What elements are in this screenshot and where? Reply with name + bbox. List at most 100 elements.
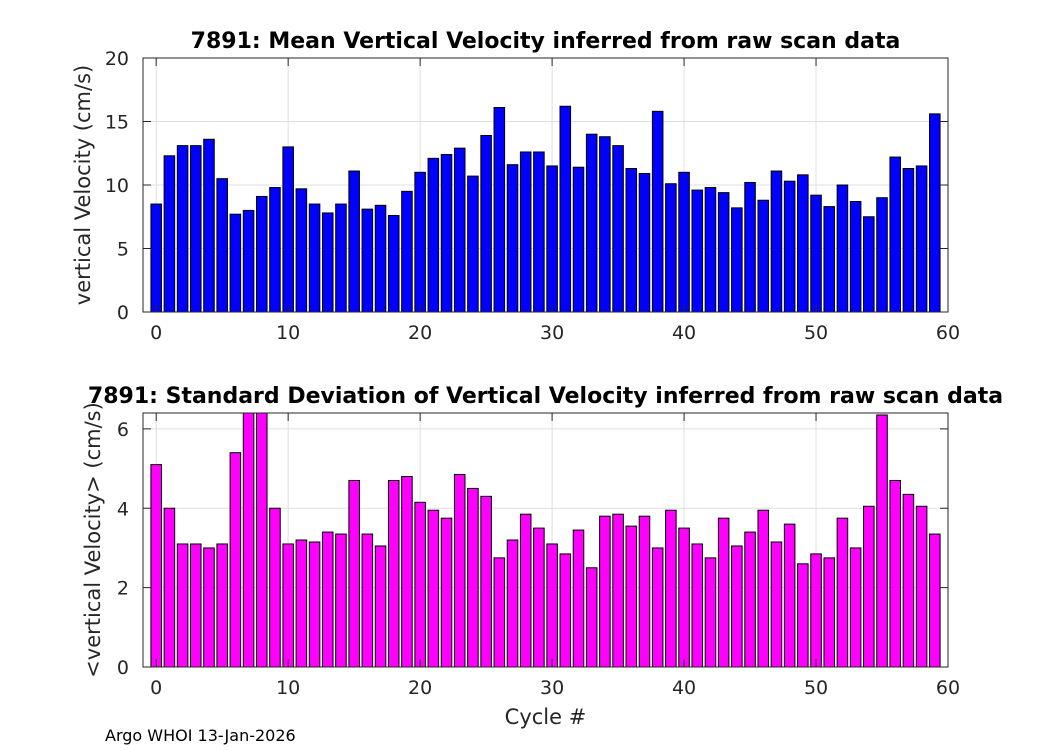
std-velocity-bar: [559, 553, 572, 668]
std-velocity-bar: [176, 543, 189, 668]
std-velocity-bar: [414, 501, 426, 668]
mean-velocity-bar: [414, 171, 426, 313]
std-velocity-bar: [599, 515, 611, 668]
mean-velocity-bar: [519, 151, 532, 313]
mean-velocity-bar: [915, 165, 928, 313]
std-velocity-bar: [546, 543, 558, 668]
std-velocity-ytick-label: 4: [117, 498, 129, 520]
mean-velocity-bar: [863, 216, 875, 313]
mean-velocity-bar: [348, 170, 360, 313]
std-velocity-bar: [216, 543, 228, 668]
mean-velocity-xtick-label: 0: [150, 322, 162, 344]
std-velocity-bar: [731, 545, 743, 668]
std-velocity-bar: [467, 487, 479, 668]
mean-velocity-title: 7891: Mean Vertical Velocity inferred fr…: [191, 29, 901, 54]
std-velocity-bar: [203, 547, 215, 668]
mean-velocity-bar: [902, 167, 915, 313]
std-velocity-bar: [612, 513, 624, 668]
std-velocity-bar: [308, 541, 321, 668]
mean-velocity-bar: [229, 213, 242, 313]
std-velocity-bar: [823, 557, 836, 668]
std-velocity-bar: [770, 541, 783, 668]
mean-velocity-ytick-label: 20: [105, 48, 129, 70]
mean-velocity-bar: [361, 208, 374, 313]
std-velocity-bar: [849, 547, 862, 668]
std-velocity-bar: [836, 517, 849, 668]
std-velocity-bar: [453, 474, 466, 668]
std-velocity-bar: [269, 507, 281, 668]
std-velocity-xtick-label: 50: [804, 677, 828, 699]
std-velocity-bar: [374, 545, 387, 668]
mean-velocity-bar: [401, 190, 413, 313]
mean-velocity-ytick-label: 0: [117, 302, 129, 324]
mean-velocity-ytick-label: 5: [117, 239, 129, 261]
mean-velocity-bar: [744, 181, 756, 313]
mean-velocity-bar: [612, 145, 624, 313]
mean-velocity-bar: [480, 134, 492, 313]
std-velocity-chart: 0 10 20 30 40 50 60 0 2 4 6 7891: Standard Deviati…: [81, 384, 1003, 729]
std-velocity-bars: [150, 412, 941, 668]
std-velocity-bar: [638, 515, 651, 668]
std-velocity-bar: [480, 495, 492, 668]
std-velocity-title: 7891: Standard Deviation of Vertical Vel…: [88, 384, 1003, 409]
std-velocity-bar: [915, 505, 928, 668]
mean-velocity-bar: [599, 136, 611, 313]
mean-velocity-bar: [638, 173, 651, 313]
mean-velocity-bar: [467, 175, 479, 313]
std-velocity-bar: [929, 533, 941, 668]
mean-velocity-bar: [295, 188, 308, 313]
std-velocity-bar: [506, 539, 519, 668]
mean-velocity-bar: [797, 174, 809, 313]
std-velocity-xtick-label: 0: [150, 677, 162, 699]
std-velocity-bar: [401, 476, 413, 668]
mean-velocity-bar: [163, 155, 176, 313]
std-velocity-bar: [387, 479, 400, 668]
std-velocity-bar: [665, 509, 677, 668]
std-velocity-bar: [810, 553, 822, 668]
std-velocity-bar: [255, 412, 268, 668]
mean-velocity-bar: [836, 184, 849, 313]
std-velocity-bar: [519, 513, 532, 668]
mean-velocity-bar: [810, 194, 822, 313]
std-velocity-ylabel: <vertical Velocity> (cm/s): [81, 402, 105, 678]
mean-velocity-bar: [269, 187, 281, 313]
std-velocity-xtick-label: 30: [540, 677, 564, 699]
mean-velocity-bar: [387, 214, 400, 313]
std-velocity-ticks: 0 10 20 30 40 50 60 0 2 4 6: [117, 413, 960, 699]
mean-velocity-xtick-label: 30: [540, 322, 564, 344]
mean-velocity-xtick-label: 20: [408, 322, 432, 344]
mean-velocity-bar: [335, 203, 347, 313]
std-velocity-bar: [242, 412, 255, 668]
std-velocity-bar: [533, 527, 545, 668]
std-velocity-xtick-label: 60: [936, 677, 960, 699]
std-velocity-bar: [572, 529, 585, 668]
mean-velocity-chart: 0 10 20 30 40 50 60 0 5 10 15 20 7891: Mean Vertica…: [71, 29, 960, 344]
mean-velocity-bar: [440, 154, 453, 313]
mean-velocity-bar: [242, 209, 255, 313]
mean-velocity-bar: [678, 171, 690, 313]
std-velocity-bar: [783, 523, 796, 668]
mean-velocity-bar: [585, 133, 598, 313]
mean-velocity-bar: [929, 113, 941, 313]
mean-velocity-bar: [757, 199, 770, 313]
mean-velocity-bar: [255, 195, 268, 313]
std-velocity-bar: [797, 563, 809, 668]
std-velocity-ytick-label: 2: [117, 578, 129, 600]
mean-velocity-ticks: 0 10 20 30 40 50 60 0 5 10 15 20: [105, 48, 960, 344]
mean-velocity-bar: [783, 180, 796, 313]
std-velocity-ytick-label: 6: [117, 419, 129, 441]
std-velocity-bar: [282, 543, 294, 668]
std-velocity-xtick-label: 20: [408, 677, 432, 699]
std-velocity-bar: [229, 452, 242, 668]
mean-velocity-bar: [374, 204, 387, 313]
mean-velocity-ytick-label: 15: [105, 112, 129, 134]
cycle-xlabel: Cycle #: [505, 705, 587, 729]
std-velocity-axes-frame: [142, 412, 949, 668]
mean-velocity-bar: [704, 187, 717, 313]
std-velocity-bar: [295, 539, 308, 668]
std-velocity-bar: [691, 543, 704, 668]
mean-velocity-bar: [717, 192, 730, 313]
std-velocity-bar: [678, 527, 690, 668]
mean-velocity-bar: [876, 197, 888, 313]
std-velocity-bar: [757, 509, 770, 668]
